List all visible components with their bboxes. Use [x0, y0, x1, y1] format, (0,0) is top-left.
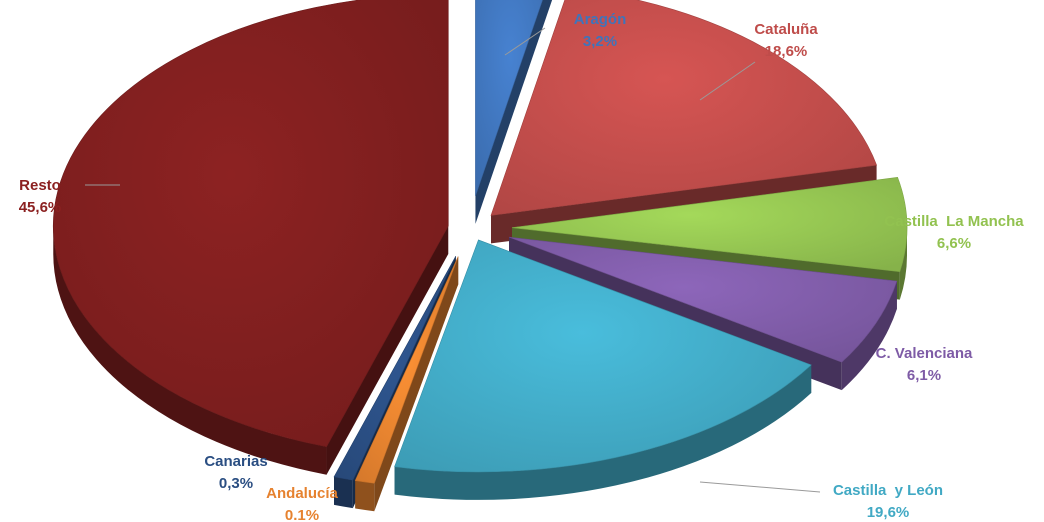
slice-value-label: 0.1% [285, 507, 319, 522]
slice-side-wall [326, 225, 449, 475]
pie-slice [475, 0, 553, 224]
slice-top-face [508, 236, 898, 363]
pie-slice [354, 256, 459, 512]
slice-value-label: 19,6% [867, 504, 910, 521]
slice-side-wall [475, 0, 553, 224]
slice-rim [841, 281, 897, 391]
pie-wedges [52, 0, 908, 512]
slice-label: Aragón [574, 11, 627, 28]
slice-label: C. Valenciana [876, 345, 973, 362]
slice-value-label: 6,6% [937, 235, 971, 252]
leader-line [504, 27, 546, 56]
slice-top-face [354, 256, 459, 484]
pie-slice [52, 0, 449, 475]
slice-rim [334, 476, 353, 509]
slice-top-face [333, 256, 457, 481]
slice-top-face [475, 0, 543, 196]
slice-rim [355, 480, 375, 512]
leader-line [699, 481, 821, 493]
leader-lines [85, 27, 821, 493]
slice-top-face [490, 0, 878, 216]
slice-label: Canarias [204, 453, 267, 470]
slice-label: Cataluña [754, 21, 818, 38]
slice-value-label: 3,2% [583, 33, 617, 50]
leader-line [699, 61, 756, 101]
slice-value-label: 0,3% [219, 475, 253, 492]
slice-top-face [394, 239, 812, 473]
slice-value-label: 45,6% [19, 199, 62, 216]
slice-labels: Aragón 3,2% Cataluña 18,6% Castilla La Manch… [19, 11, 1025, 522]
slice-rim [394, 364, 812, 500]
slice-value-label: 6,1% [907, 367, 941, 384]
slice-label: Andalucía [266, 485, 338, 502]
slice-top-face [52, 0, 449, 448]
slice-label: Castilla y León [833, 482, 943, 499]
slice-rim [899, 227, 907, 300]
slice-label: Resto [19, 177, 61, 194]
slice-rim [53, 225, 327, 475]
slice-label: Castilla La Mancha [884, 213, 1024, 230]
slice-value-label: 18,6% [765, 43, 808, 60]
slice-top-face [511, 177, 908, 272]
pie-slice [394, 239, 812, 500]
